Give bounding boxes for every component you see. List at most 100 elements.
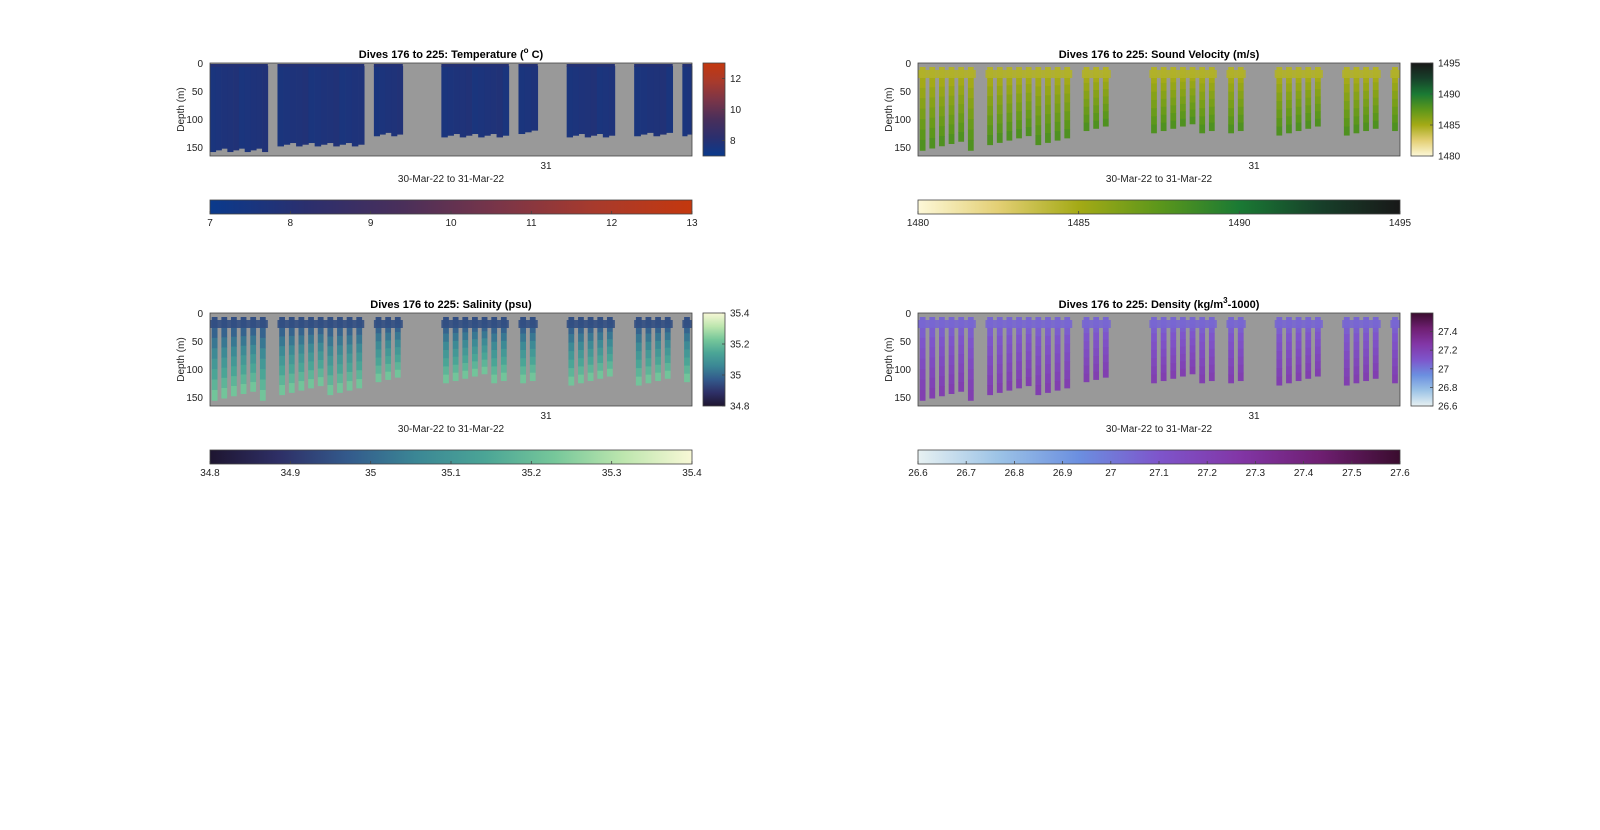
dive-profile xyxy=(987,135,993,146)
dive-profile xyxy=(351,66,359,147)
dive-profile xyxy=(1363,114,1369,124)
dive-profile xyxy=(1016,370,1022,380)
dive-profile xyxy=(1295,324,1302,334)
dive-profile xyxy=(1208,364,1215,374)
dive-profile xyxy=(1343,75,1350,85)
dive-profile xyxy=(1006,371,1013,382)
dive-profile xyxy=(441,66,448,138)
dive-profile xyxy=(1276,92,1283,102)
dive-profile xyxy=(1286,91,1292,101)
plot-area xyxy=(209,62,693,157)
dive-profile xyxy=(1045,133,1051,143)
dive-profile xyxy=(279,346,285,357)
dive-profile-surface xyxy=(566,320,615,328)
dive-profile xyxy=(606,339,613,347)
dive-profile xyxy=(659,66,667,135)
dive-profile xyxy=(385,348,392,357)
dive-profile xyxy=(578,349,584,359)
dive-profile xyxy=(1102,89,1109,97)
dive-profile xyxy=(346,326,353,336)
dive-profile xyxy=(635,368,642,378)
dive-profile xyxy=(1208,74,1215,84)
dive-profile xyxy=(1170,370,1177,379)
dive-profile xyxy=(296,66,303,147)
dive-profile xyxy=(578,325,584,334)
dive-profile xyxy=(1305,90,1312,99)
dive-profile xyxy=(317,377,324,387)
dive-profile xyxy=(1025,118,1032,128)
dive-profile xyxy=(298,362,305,373)
dive-profile xyxy=(1151,366,1157,376)
dive-profile xyxy=(238,66,246,149)
dive-profile xyxy=(1363,340,1369,350)
dive-profile xyxy=(987,86,993,97)
dive-profile xyxy=(346,371,353,382)
dive-profile xyxy=(929,117,936,129)
dive-profile xyxy=(231,356,237,367)
dive-profile xyxy=(1208,90,1215,100)
dive-profile xyxy=(452,340,459,350)
dive-profile xyxy=(250,335,257,346)
dive-profile xyxy=(1016,120,1022,130)
dive-profile xyxy=(967,139,974,151)
dive-profile xyxy=(1199,108,1206,117)
dive-profile xyxy=(1314,353,1321,362)
dive-profile xyxy=(221,387,228,399)
y-tick-label: 50 xyxy=(192,337,204,348)
dive-profile xyxy=(240,326,247,337)
dive-profile xyxy=(520,358,526,367)
dive-profile xyxy=(443,333,449,343)
dive-profile xyxy=(647,66,654,133)
colorbar-tick-label: 1490 xyxy=(1438,90,1461,101)
dive-profile-surface xyxy=(210,320,268,328)
dive-profile xyxy=(1372,324,1379,333)
dive-profile xyxy=(1343,84,1350,93)
dive-profile xyxy=(948,336,955,347)
dive-profile xyxy=(1372,97,1379,106)
dive-profile xyxy=(317,342,324,352)
dive-profile xyxy=(298,344,305,355)
dive-profile xyxy=(240,355,247,366)
dive-profile xyxy=(1035,135,1042,146)
colorbar-tick-label: 26.8 xyxy=(1005,468,1025,479)
dive-profile xyxy=(1160,324,1167,334)
dive-profile xyxy=(1025,351,1032,361)
dive-profile-surface xyxy=(441,64,509,67)
dive-profile xyxy=(1102,362,1109,371)
plot-frame xyxy=(209,312,693,407)
dive-profile xyxy=(259,337,266,349)
dive-profile xyxy=(250,326,257,336)
dive-profile xyxy=(987,105,993,116)
dive-profile xyxy=(967,358,974,370)
dive-profile xyxy=(1064,111,1071,121)
dive-profile xyxy=(1160,364,1167,374)
colorbar-tick-label: 1480 xyxy=(907,218,930,229)
dive-profile xyxy=(1064,93,1071,103)
dive-profile xyxy=(259,327,266,339)
dive-profile xyxy=(1228,116,1234,126)
dive-profile xyxy=(1237,340,1244,350)
dive-profile xyxy=(298,353,305,364)
dive-profile xyxy=(568,368,575,378)
dive-profile xyxy=(462,355,469,364)
dive-profile xyxy=(578,366,584,376)
dive-profile xyxy=(327,375,334,386)
dive-profile xyxy=(1170,82,1177,91)
dive-profile xyxy=(502,66,510,136)
dive-profile xyxy=(1305,82,1312,91)
dive-profile xyxy=(1363,90,1369,100)
dive-profile xyxy=(1054,94,1061,105)
dive-profile xyxy=(394,339,401,348)
dive-profile xyxy=(1064,343,1071,353)
dive-profile xyxy=(1016,379,1022,389)
dive-profile xyxy=(1025,92,1032,102)
dive-profile xyxy=(337,364,343,375)
dive-profile xyxy=(1305,332,1312,341)
dive-profile xyxy=(996,114,1003,125)
dive-profile xyxy=(327,326,334,337)
dive-profile xyxy=(1295,340,1302,350)
dive-profile xyxy=(929,387,936,399)
dive-profile xyxy=(314,66,322,147)
dive-profile xyxy=(948,95,955,106)
dive-profile xyxy=(687,66,693,135)
